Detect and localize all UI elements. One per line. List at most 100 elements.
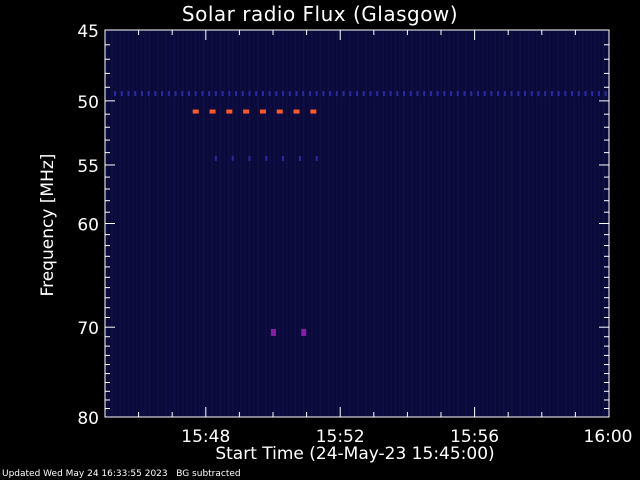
emission-spot — [301, 328, 307, 336]
weak-band-mark — [228, 91, 231, 97]
spectrogram-streak — [327, 30, 330, 417]
weak-band-mark — [584, 91, 587, 97]
spectrogram-streak — [369, 30, 371, 417]
weak-band-mark — [208, 91, 211, 97]
weak-band-mark — [298, 155, 301, 161]
spectrogram-streak — [519, 30, 521, 417]
spectrogram-streak — [494, 30, 496, 417]
weak-band-mark — [517, 91, 520, 97]
spectrogram-streak — [315, 30, 317, 417]
spectrogram-streak — [502, 30, 505, 417]
interference-dash — [276, 109, 283, 114]
spectrogram-streak — [594, 30, 596, 417]
interference-dash — [243, 109, 250, 114]
spectrogram-streak — [236, 30, 238, 417]
spectrogram-streak — [544, 30, 546, 417]
spectrogram-streak — [223, 30, 226, 417]
weak-band-mark — [382, 91, 385, 97]
weak-band-mark — [409, 91, 412, 97]
spectrogram-streak — [323, 30, 326, 417]
spectrogram-streak — [269, 30, 271, 417]
spectrogram-streak — [465, 30, 467, 417]
spectrogram-streak — [357, 30, 359, 417]
interference-dash — [293, 109, 300, 114]
interference-dash — [209, 109, 216, 114]
weak-band-mark — [134, 91, 137, 97]
spectrogram-streak — [319, 30, 321, 417]
spectrogram-streak — [398, 30, 401, 417]
spectrogram-streak — [582, 30, 584, 417]
weak-band-mark — [322, 91, 325, 97]
weak-band-mark — [188, 91, 190, 97]
y-tick-label: 50 — [77, 93, 99, 113]
x-tick-label: 16:00 — [584, 427, 633, 447]
weak-band-mark — [235, 91, 238, 97]
spectrogram-streak — [490, 30, 492, 417]
spectrogram-streak — [452, 30, 455, 417]
weak-band-mark — [429, 91, 432, 97]
x-axis-label: Start Time (24-May-23 15:45:00) — [215, 444, 495, 464]
spectrogram-streak — [469, 30, 471, 417]
interference-dash — [192, 109, 199, 114]
spectrogram-streak — [436, 30, 438, 417]
spectrogram-streak — [432, 30, 434, 417]
weak-band-mark — [597, 91, 600, 97]
spectrogram-streak — [202, 30, 205, 417]
spectrogram-streak — [152, 30, 155, 417]
weak-band-mark — [174, 91, 177, 97]
spectrogram-streak — [507, 30, 509, 417]
spectrogram-streak — [586, 30, 588, 417]
y-tick-label: 60 — [77, 216, 99, 236]
spectrogram-streak — [115, 30, 117, 417]
spectrogram-streak — [552, 30, 555, 417]
y-tick-label: 55 — [77, 157, 99, 177]
spectrogram-streak — [540, 30, 542, 417]
weak-band-mark — [416, 91, 419, 97]
spectrogram-streak — [386, 30, 388, 417]
spectrogram-streak — [561, 30, 563, 417]
weak-band-mark — [436, 91, 439, 97]
weak-band-mark — [403, 91, 406, 97]
weak-band-mark — [577, 91, 580, 97]
weak-band-mark — [396, 91, 399, 97]
weak-band-mark — [295, 91, 298, 97]
spectrogram-streak — [498, 30, 501, 417]
weak-band-mark — [201, 91, 204, 97]
spectrogram-streak — [161, 30, 163, 417]
spectrogram-streak — [486, 30, 488, 417]
weak-band-mark — [288, 91, 291, 97]
weak-band-mark — [389, 91, 392, 97]
y-tick-label: 45 — [77, 22, 99, 42]
spectrogram-streak — [411, 30, 413, 417]
spectrogram-streak — [177, 30, 180, 417]
weak-band-mark — [497, 91, 500, 97]
spectrogram-streak — [377, 30, 380, 417]
spectrogram-streak — [340, 30, 342, 417]
x-tick-label: 15:48 — [181, 427, 230, 447]
spectrogram-streak — [423, 30, 426, 417]
spectrogram-streak — [482, 30, 484, 417]
weak-band-mark — [456, 91, 459, 97]
spectrogram-streak — [144, 30, 146, 417]
spectrogram-streak — [277, 30, 280, 417]
weak-band-mark — [315, 91, 318, 97]
spectrogram-streak — [448, 30, 451, 417]
weak-band-mark — [181, 91, 184, 97]
weak-band-mark — [604, 91, 607, 97]
weak-band-mark — [369, 91, 372, 97]
spectrogram-streak — [477, 30, 480, 417]
spectrogram-streak — [352, 30, 355, 417]
weak-band-mark — [490, 91, 493, 97]
spectrogram-streak — [511, 30, 513, 417]
weak-band-mark — [147, 91, 150, 97]
spectrogram-streak — [523, 30, 526, 417]
spectrogram-streak — [123, 30, 126, 417]
weak-band-mark — [255, 91, 258, 97]
spectrogram-streak — [307, 30, 309, 417]
weak-band-mark — [356, 91, 358, 97]
weak-band-mark — [329, 91, 332, 97]
spectrogram-streak — [240, 30, 242, 417]
weak-band-mark — [463, 91, 466, 97]
spectrogram-streak — [565, 30, 567, 417]
